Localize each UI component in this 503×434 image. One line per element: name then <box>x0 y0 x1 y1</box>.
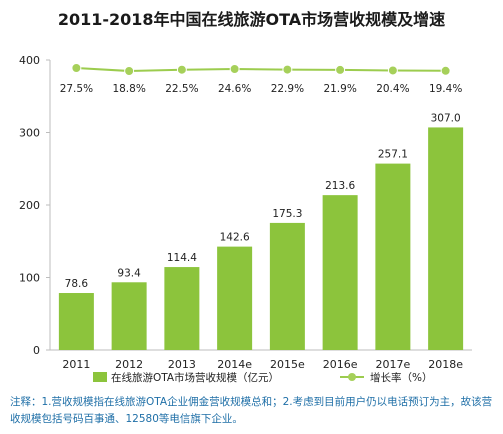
growth-point <box>71 63 82 73</box>
chart-title: 2011-2018年中国在线旅游OTA市场营收规模及增速 <box>57 10 446 29</box>
growth-value-label: 27.5% <box>60 83 93 95</box>
bar-value-label: 307.0 <box>431 112 461 124</box>
legend-swatch-bar <box>93 372 107 382</box>
bar-value-label: 78.6 <box>65 278 89 290</box>
bar <box>375 163 411 350</box>
bar <box>111 282 147 350</box>
y-tick-label: 200 <box>19 199 40 212</box>
growth-value-label: 24.6% <box>218 83 251 95</box>
x-tick-label: 2014e <box>217 358 252 371</box>
bar-value-label: 114.4 <box>167 252 197 264</box>
legend: 在线旅游OTA市场营收规模（亿元） 增长率（%） <box>93 371 432 384</box>
growth-value-label: 22.9% <box>271 83 304 95</box>
line-series: 27.5% 18.8% 22.5% 24.6% 22.9% 21.9% 20.4% 19.4% <box>60 63 462 95</box>
bar-value-label: 257.1 <box>378 149 408 161</box>
y-tick-label: 0 <box>33 344 40 357</box>
bar-value-label: 175.3 <box>272 208 302 220</box>
bar <box>58 293 94 350</box>
bar <box>428 127 464 350</box>
legend-label-bar: 在线旅游OTA市场营收规模（亿元） <box>111 371 279 384</box>
y-tick-label: 100 <box>19 272 40 285</box>
legend-swatch-marker <box>348 373 356 381</box>
growth-point <box>282 64 293 75</box>
growth-value-label: 21.9% <box>323 83 356 95</box>
growth-line <box>76 67 446 73</box>
footnote: 注释：1.营收规模指在线旅游OTA企业佣金营收规模总和；2.考虑到目前用户仍以电… <box>10 396 493 425</box>
axes: 0 100 200 300 400 2011 2012 2013 2014e 2015e 2016e… <box>19 54 472 371</box>
bar-value-label: 213.6 <box>325 180 355 192</box>
legend-label-line: 增长率（%） <box>370 371 432 384</box>
bar <box>217 246 253 350</box>
growth-point <box>440 65 451 76</box>
x-tick-label: 2016e <box>323 358 358 371</box>
bar <box>164 267 200 350</box>
bar-series: 78.6 93.4 114.4 142.6 175.3 213.6 257.1 307.0 <box>58 112 464 350</box>
growth-value-label: 20.4% <box>376 83 409 95</box>
y-tick-label: 300 <box>19 127 40 140</box>
x-tick-label: 2017e <box>375 358 410 371</box>
x-tick-label: 2012 <box>115 358 143 371</box>
growth-point <box>124 66 135 76</box>
growth-point <box>229 64 240 74</box>
growth-value-label: 18.8% <box>112 83 145 95</box>
growth-point <box>387 65 398 76</box>
y-tick-label: 400 <box>19 54 40 67</box>
bar <box>269 222 305 350</box>
x-tick-label: 2015e <box>270 358 305 371</box>
growth-value-label: 19.4% <box>429 83 462 95</box>
x-tick-label: 2011 <box>62 358 90 371</box>
x-tick-label: 2013 <box>168 358 196 371</box>
bar <box>322 195 358 350</box>
bar-value-label: 93.4 <box>117 267 141 279</box>
growth-value-label: 22.5% <box>165 83 198 95</box>
x-tick-label: 2018e <box>428 358 463 371</box>
bar-value-label: 142.6 <box>220 232 250 244</box>
growth-point <box>335 64 346 75</box>
growth-point <box>176 64 187 75</box>
